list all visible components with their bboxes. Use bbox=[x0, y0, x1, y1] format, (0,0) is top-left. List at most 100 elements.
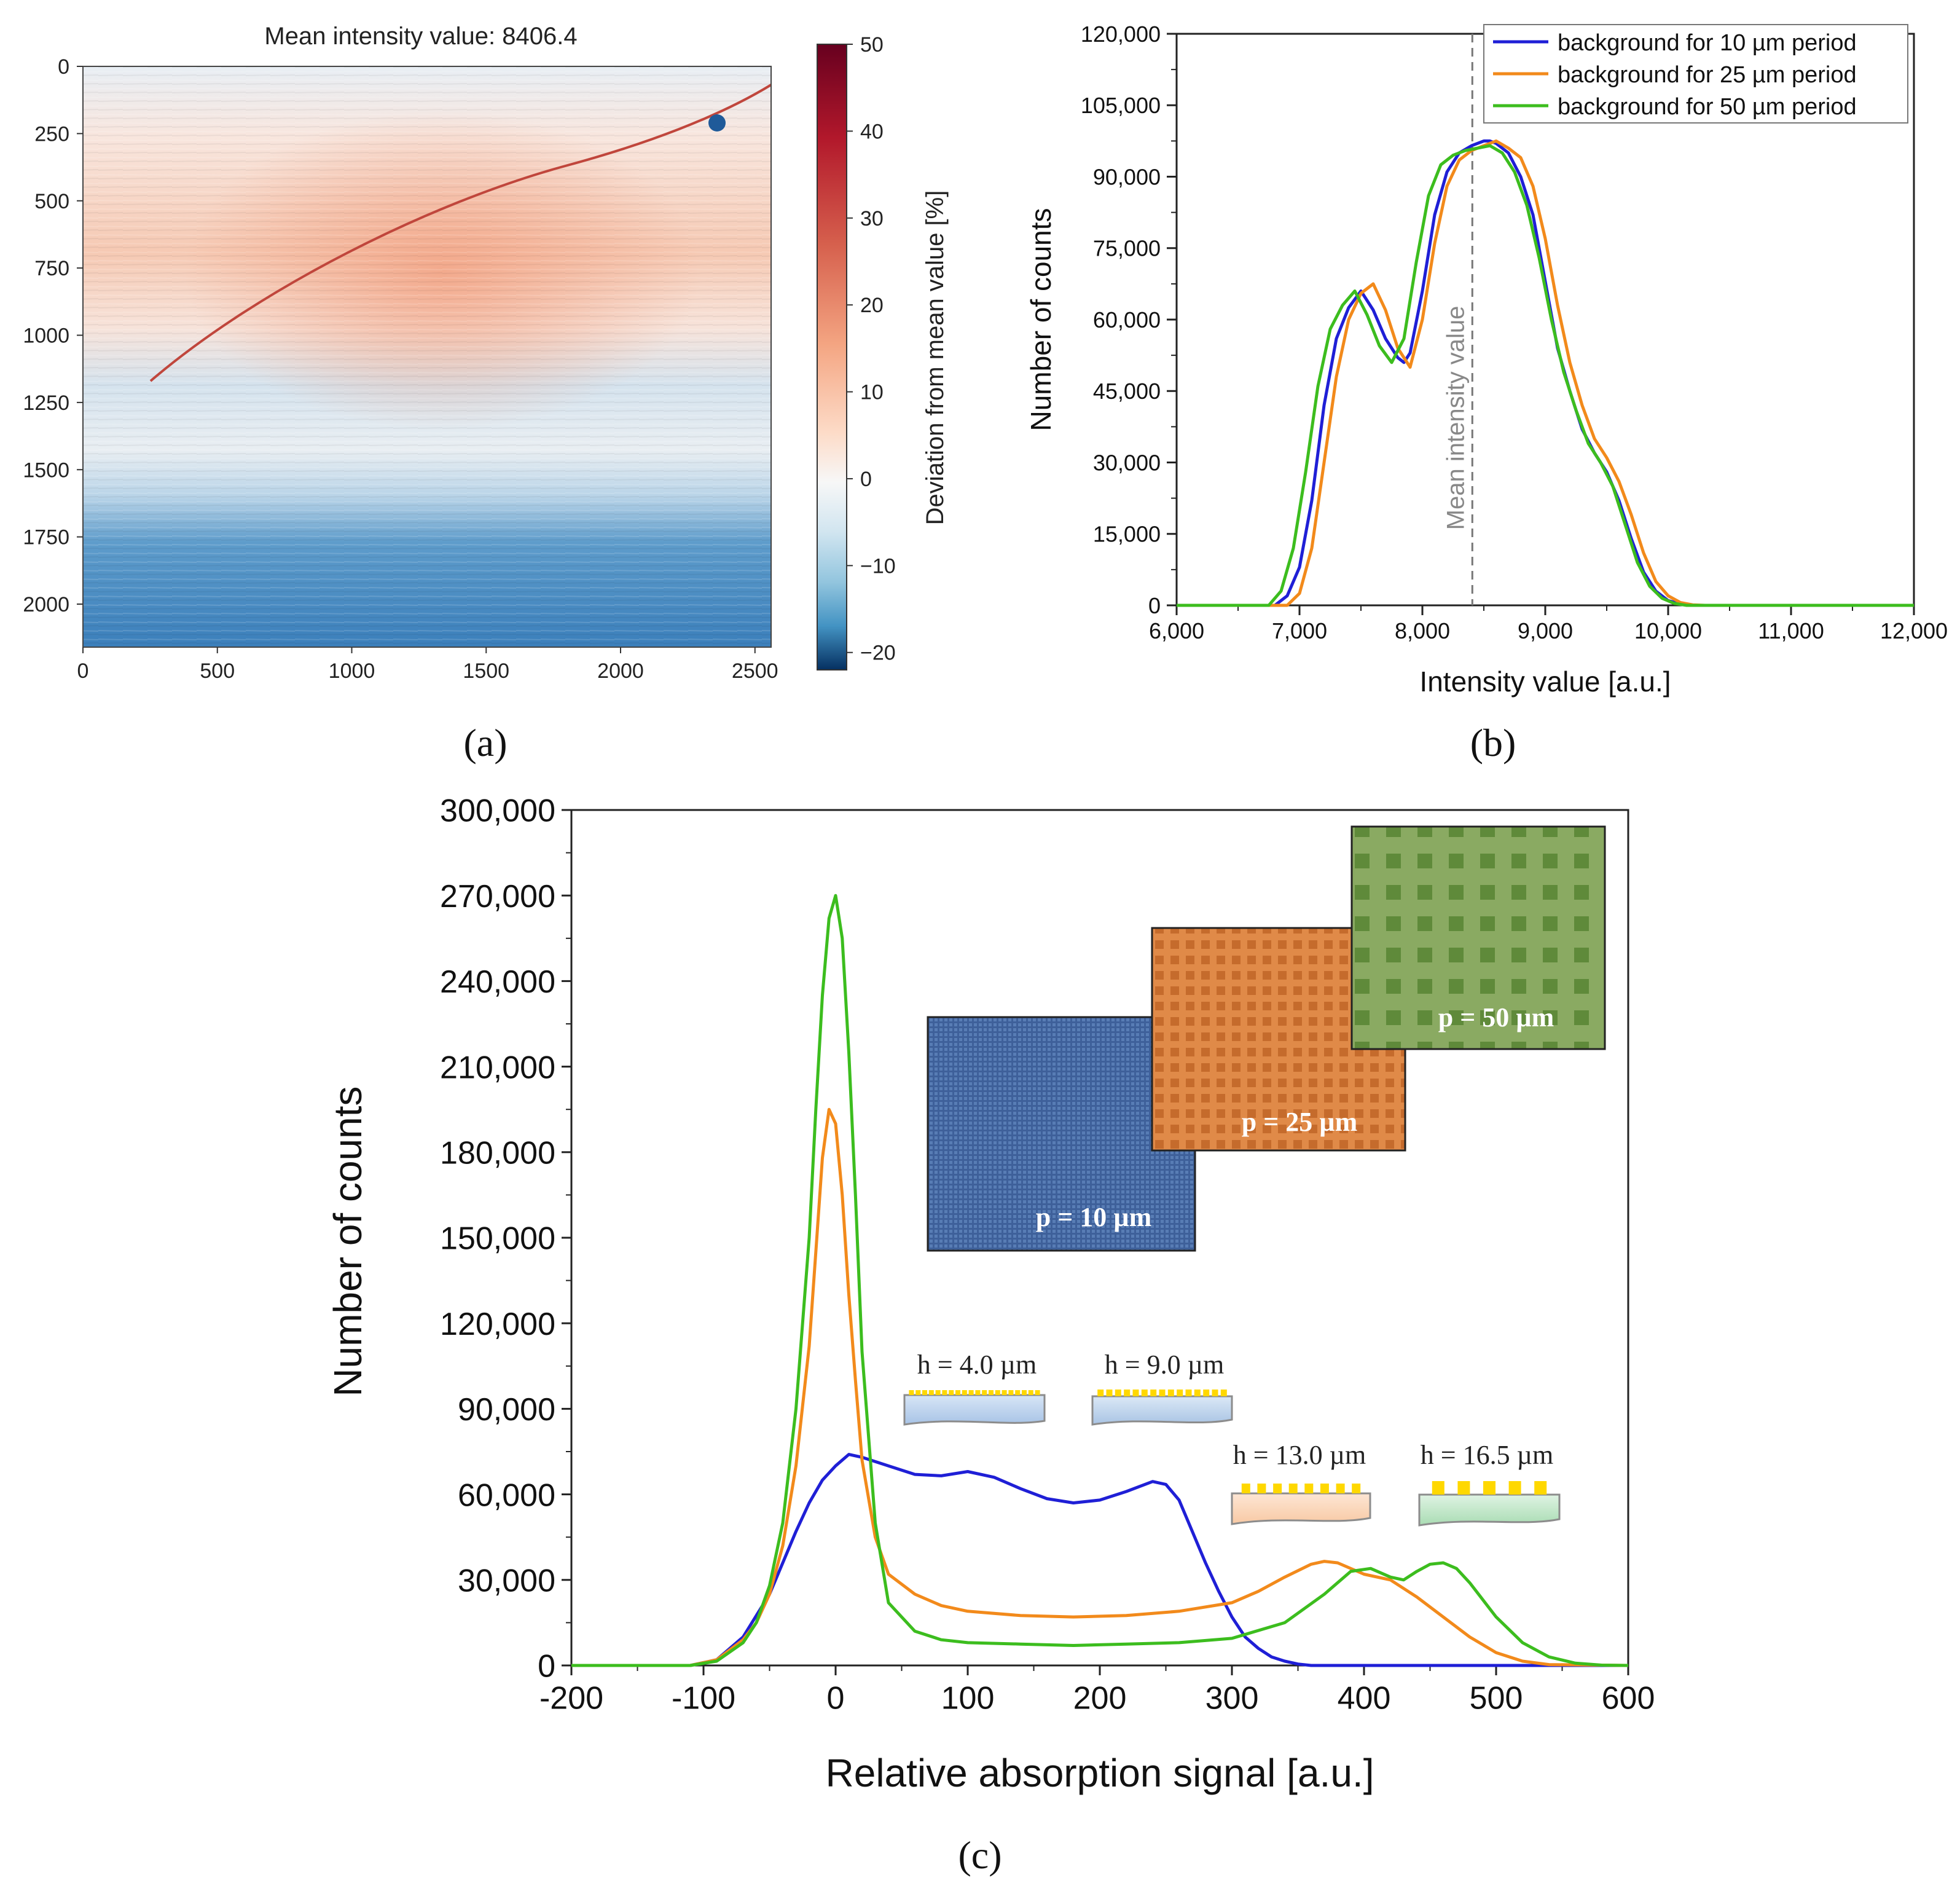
pillar bbox=[1106, 1390, 1113, 1396]
pattern-tile-10um bbox=[927, 1016, 1196, 1252]
pillar bbox=[1002, 1390, 1007, 1395]
pillar bbox=[975, 1390, 981, 1395]
x-tick-label: 500 bbox=[1470, 1681, 1523, 1716]
substrate-9um bbox=[1091, 1395, 1233, 1426]
panel-a: Mean intensity value: 8406.4 0 500 1000 150… bbox=[23, 23, 949, 765]
y-tick-label: 60,000 bbox=[458, 1477, 555, 1513]
substrate-16um bbox=[1418, 1493, 1561, 1527]
chart-c-ticks: -200 -100 0 100 200 300 400 500 600 0 30,000 60,000… bbox=[440, 793, 1655, 1716]
chart-b-ticks: 6,000 7,000 8,000 9,000 10,000 11,000 12,000 0 1… bbox=[1081, 22, 1948, 643]
pillar bbox=[1115, 1390, 1121, 1396]
pattern-label-10um: p = 10 µm bbox=[1036, 1202, 1152, 1232]
pillars-16um bbox=[1432, 1481, 1547, 1495]
pillar bbox=[989, 1390, 994, 1395]
heatmap-y-tick-label: 250 bbox=[34, 122, 69, 146]
chart-b-series bbox=[1177, 139, 1914, 607]
colorbar-tick-label: −10 bbox=[860, 554, 896, 578]
pillar bbox=[1177, 1390, 1183, 1396]
pillar bbox=[1320, 1484, 1329, 1493]
chart-b-xlabel: Intensity value [a.u.] bbox=[1419, 666, 1671, 698]
x-tick-label: 12,000 bbox=[1880, 618, 1948, 643]
legend-label-25um: background for 25 µm period bbox=[1558, 62, 1857, 88]
y-tick-label: 150,000 bbox=[440, 1221, 555, 1257]
heatmap-y-tick-label: 500 bbox=[34, 190, 69, 213]
series-line-1 bbox=[571, 1453, 1628, 1667]
pillar bbox=[1483, 1481, 1495, 1495]
x-tick-label: -200 bbox=[539, 1681, 603, 1716]
y-tick-label: 105,000 bbox=[1081, 93, 1161, 118]
y-tick-label: 180,000 bbox=[440, 1136, 555, 1171]
pillar bbox=[935, 1390, 941, 1395]
legend-label-50um: background for 50 µm period bbox=[1558, 94, 1857, 120]
x-tick-label: 100 bbox=[941, 1681, 995, 1716]
pillar bbox=[1457, 1481, 1470, 1495]
pillar bbox=[1028, 1390, 1033, 1395]
x-tick-label: 300 bbox=[1205, 1681, 1259, 1716]
pillar bbox=[1257, 1484, 1266, 1493]
heatmap-x-tick-label: 2000 bbox=[597, 659, 644, 683]
pillar bbox=[1352, 1484, 1361, 1493]
height-label-16um: h = 16.5 µm bbox=[1421, 1440, 1553, 1470]
x-tick-label: -100 bbox=[672, 1681, 735, 1716]
series-line-3 bbox=[1177, 144, 1914, 607]
y-tick-label: 240,000 bbox=[440, 964, 555, 1000]
colorbar-tick-label: 0 bbox=[860, 468, 872, 491]
heatmap-y-tick-label: 0 bbox=[58, 55, 69, 79]
heatmap-y-tick-label: 1500 bbox=[23, 458, 69, 482]
colorbar-tick-label: 20 bbox=[860, 294, 884, 317]
heatmap-y-ticks: 0 250 500 750 1000 1250 1500 1750 2000 bbox=[23, 55, 83, 616]
chart-c-ylabel: Number of counts bbox=[326, 1086, 370, 1396]
pillar bbox=[1035, 1390, 1040, 1395]
chart-b-legend: background for 10 µm period background f… bbox=[1483, 24, 1908, 124]
series-line-1 bbox=[1177, 139, 1914, 607]
pillar bbox=[1194, 1390, 1201, 1396]
pillar bbox=[1220, 1390, 1227, 1396]
colorbar-tick-label: −20 bbox=[860, 642, 896, 665]
legend-label-10um: background for 10 µm period bbox=[1558, 30, 1857, 56]
pillar bbox=[1159, 1390, 1166, 1396]
colorbar-tick-label: 10 bbox=[860, 381, 884, 404]
colorbar-tick-label: 30 bbox=[860, 207, 884, 230]
y-tick-label: 120,000 bbox=[1081, 22, 1161, 47]
heatmap-frame bbox=[82, 66, 772, 648]
pillar bbox=[962, 1390, 967, 1395]
heatmap-y-tick-label: 1000 bbox=[23, 324, 69, 348]
pillar bbox=[1241, 1484, 1250, 1493]
pillar bbox=[1304, 1484, 1314, 1493]
pillar bbox=[1508, 1481, 1521, 1495]
x-tick-label: 400 bbox=[1338, 1681, 1391, 1716]
heatmap-y-tick-label: 1750 bbox=[23, 526, 69, 549]
pillar bbox=[1167, 1390, 1174, 1396]
pattern-tile-50um bbox=[1350, 825, 1606, 1050]
heatmap-y-tick-label: 2000 bbox=[23, 593, 69, 616]
heatmap-x-ticks: 0 500 1000 1500 2000 2500 bbox=[77, 647, 778, 683]
y-tick-label: 75,000 bbox=[1093, 236, 1161, 261]
pillar bbox=[995, 1390, 1000, 1395]
heatmap-x-tick-label: 0 bbox=[77, 659, 89, 683]
y-tick-label: 0 bbox=[538, 1649, 555, 1685]
pillar bbox=[1212, 1390, 1218, 1396]
pillar bbox=[1008, 1390, 1014, 1395]
pillar bbox=[955, 1390, 960, 1395]
height-label-13um: h = 13.0 µm bbox=[1233, 1440, 1366, 1470]
y-tick-label: 30,000 bbox=[458, 1563, 555, 1599]
pillar bbox=[942, 1390, 947, 1395]
pillar bbox=[1141, 1390, 1148, 1396]
x-tick-label: 11,000 bbox=[1758, 618, 1824, 643]
panel-label-a: (a) bbox=[463, 721, 507, 765]
pattern-insets: p = 10 µm p = 25 µm p = 50 µm bbox=[927, 825, 1606, 1252]
x-tick-label: 8,000 bbox=[1395, 618, 1450, 643]
pillar bbox=[1203, 1390, 1210, 1396]
pattern-label-25um: p = 25 µm bbox=[1242, 1107, 1358, 1137]
panel-label-b: (b) bbox=[1470, 721, 1516, 765]
pillar bbox=[1432, 1481, 1445, 1495]
colorbar-label: Deviation from mean value [%] bbox=[922, 191, 949, 525]
pillar bbox=[1336, 1484, 1345, 1493]
pillar bbox=[922, 1390, 927, 1395]
series-line-3 bbox=[571, 894, 1629, 1667]
y-tick-label: 270,000 bbox=[440, 879, 555, 914]
substrate-13um bbox=[1231, 1492, 1371, 1525]
chart-c-xlabel: Relative absorption signal [a.u.] bbox=[826, 1751, 1374, 1795]
pillar bbox=[928, 1390, 934, 1395]
pillar bbox=[1534, 1481, 1547, 1495]
